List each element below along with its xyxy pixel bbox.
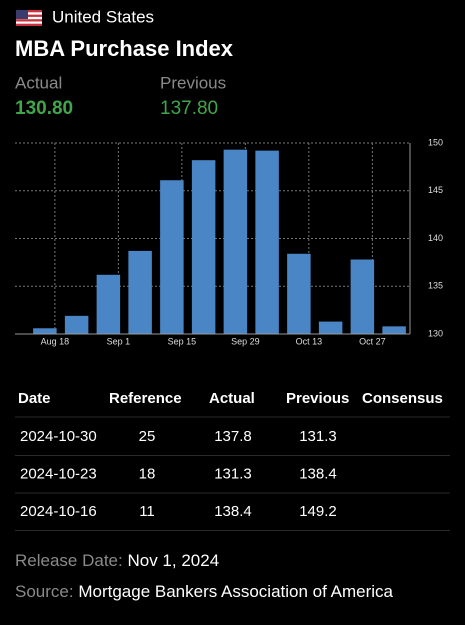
column-header: Consensus xyxy=(362,390,443,407)
release-label: Release Date: xyxy=(15,551,123,570)
bar xyxy=(160,180,184,334)
bar xyxy=(191,160,216,334)
y-tick-label: 140 xyxy=(428,233,443,243)
x-tick-label: Oct 13 xyxy=(296,336,323,346)
bar xyxy=(255,150,279,334)
column-header: Date xyxy=(18,390,51,407)
y-tick-label: 150 xyxy=(428,137,443,147)
column-header: Previous xyxy=(286,390,349,407)
bar xyxy=(287,253,311,334)
table-cell: 11 xyxy=(139,503,155,520)
x-tick-label: Sep 15 xyxy=(168,336,197,346)
bar xyxy=(382,326,406,334)
bar xyxy=(223,149,248,334)
y-tick-label: 130 xyxy=(428,328,443,338)
table-cell: 138.4 xyxy=(214,503,252,520)
previous-value: 137.80 xyxy=(160,98,218,119)
actual-label: Actual xyxy=(15,73,62,92)
chart: 130 135 140 145 150 Aug 18 Sep 1 Sep 15 Sep 29 Oc… xyxy=(15,137,443,346)
x-tick-label: Oct 27 xyxy=(359,336,386,346)
table-cell: 131.3 xyxy=(299,428,337,445)
source: Source: Mortgage Bankers Association of … xyxy=(15,582,394,601)
y-tick-label: 135 xyxy=(428,281,443,291)
flag xyxy=(16,10,42,26)
x-tick-label: Sep 29 xyxy=(231,336,260,346)
table-cell: 137.8 xyxy=(214,428,252,445)
table-cell: 131.3 xyxy=(214,465,252,482)
table-cell: 2024-10-16 xyxy=(20,503,97,520)
table-cell: 149.2 xyxy=(299,503,337,520)
table-cell: 18 xyxy=(139,465,156,482)
release-date: Nov 1, 2024 xyxy=(127,551,219,570)
table-cell: 2024-10-23 xyxy=(20,465,97,482)
bar xyxy=(64,315,89,334)
source-name: Mortgage Bankers Association of America xyxy=(78,582,393,601)
actual-value: 130.80 xyxy=(15,98,73,119)
table: Date Reference Actual Previous Consensus 2024… xyxy=(15,390,450,531)
title: MBA Purchase Index xyxy=(15,36,234,61)
source-label: Source: xyxy=(15,582,74,601)
bar xyxy=(33,328,57,334)
bar xyxy=(128,250,152,334)
release: Release Date: Nov 1, 2024 xyxy=(15,551,219,570)
bar xyxy=(96,274,121,334)
previous-label: Previous xyxy=(160,73,226,92)
table-cell: 138.4 xyxy=(299,465,337,482)
bar xyxy=(350,259,375,334)
column-header: Actual xyxy=(209,390,255,407)
table-cell: 2024-10-30 xyxy=(20,428,97,445)
country: United States xyxy=(52,7,154,26)
column-header: Reference xyxy=(109,390,182,407)
bar xyxy=(318,321,343,334)
table-cell: 25 xyxy=(139,428,156,445)
x-tick-label: Aug 18 xyxy=(41,336,70,346)
y-tick-label: 145 xyxy=(428,185,443,195)
x-tick-label: Sep 1 xyxy=(107,336,131,346)
